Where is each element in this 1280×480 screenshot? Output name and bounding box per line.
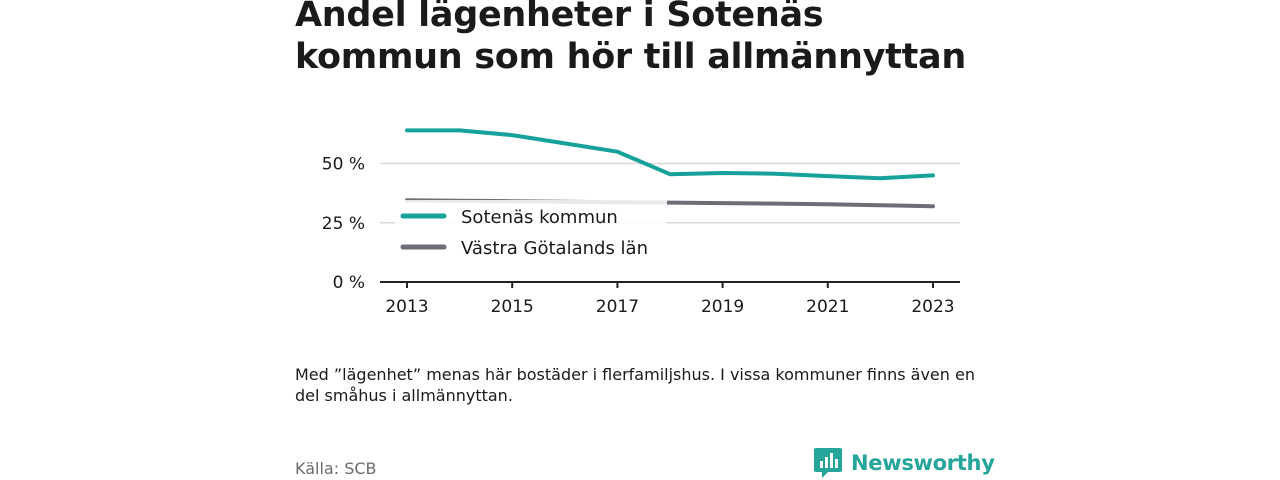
y-tick-label: 0 % <box>333 273 365 293</box>
y-tick-label: 25 % <box>322 214 365 234</box>
legend: Sotenäs kommun Västra Götalands län <box>395 200 667 262</box>
y-tick-label: 50 % <box>322 155 365 175</box>
x-tick-label: 2015 <box>491 297 534 317</box>
brand-name: Newsworthy <box>851 451 995 475</box>
source-label: Källa: SCB <box>295 459 377 478</box>
newsworthy-logo-icon <box>814 448 842 478</box>
footnote: Med ”lägenhet” menas här bostäder i fler… <box>295 365 975 405</box>
series-lines <box>405 128 935 209</box>
x-tick-label: 2019 <box>701 297 744 317</box>
x-tick-label: 2017 <box>596 297 639 317</box>
x-tick-label: 2021 <box>806 297 849 317</box>
brand-logo[interactable]: Newsworthy <box>813 446 995 480</box>
axes: 0 % 25 % 50 % 2013 2015 2017 2019 2021 2023 <box>322 155 960 317</box>
x-tick-label: 2023 <box>911 297 954 317</box>
chart-title: Andel lägenheter i Sotenäs kommun som hö… <box>295 0 966 77</box>
line-chart: Sotenäs kommun Västra Götalands län 0 % 25… <box>322 128 960 317</box>
series-line <box>405 128 935 181</box>
legend-label: Västra Götalands län <box>461 238 648 259</box>
legend-label: Sotenäs kommun <box>461 207 618 228</box>
legend-background <box>395 200 667 262</box>
x-tick-label: 2013 <box>385 297 428 317</box>
